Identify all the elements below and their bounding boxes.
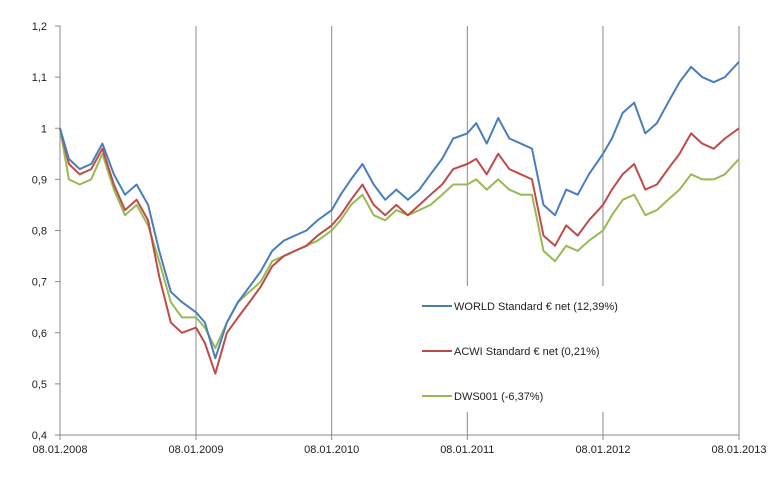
series-line-3	[59, 128, 740, 350]
y-tick-label: 0,6	[32, 328, 47, 340]
y-tick-label: 0,7	[32, 277, 47, 289]
y-tick-labels: 0,4 0,5 0,6 0,7 0,8 0,9 1 1,1 1,2	[32, 21, 47, 442]
legend: WORLD Standard € net (12,39%) ACWI Standa…	[412, 286, 622, 412]
series-lines	[59, 61, 740, 375]
x-tick-label: 08.01.2009	[168, 444, 223, 456]
legend-label: WORLD Standard € net (12,39%)	[454, 301, 618, 313]
x-tick-label: 08.01.2008	[32, 444, 87, 456]
y-tick-label: 0,4	[32, 430, 47, 442]
series-line-1	[59, 61, 740, 360]
y-tick-label: 1,2	[32, 21, 47, 33]
axes	[55, 25, 740, 440]
y-tick-label: 0,5	[32, 379, 47, 391]
y-tick-label: 1,1	[32, 72, 47, 84]
x-tick-label: 08.01.2011	[440, 444, 494, 456]
y-tick-label: 0,9	[32, 174, 47, 186]
legend-label: ACWI Standard € net (0,21%)	[454, 346, 600, 358]
x-tick-labels: 08.01.2008 08.01.2009 08.01.2010 08.01.2011…	[32, 444, 766, 456]
series-line-2	[59, 127, 740, 375]
y-tick-label: 1	[41, 123, 47, 135]
x-tick-label: 08.01.2010	[304, 444, 359, 456]
legend-label: DWS001 (-6,37%)	[454, 391, 543, 403]
x-tick-label: 08.01.2012	[575, 444, 630, 456]
y-tick-label: 0,8	[32, 226, 47, 238]
x-tick-label: 08.01.2013	[711, 444, 766, 456]
